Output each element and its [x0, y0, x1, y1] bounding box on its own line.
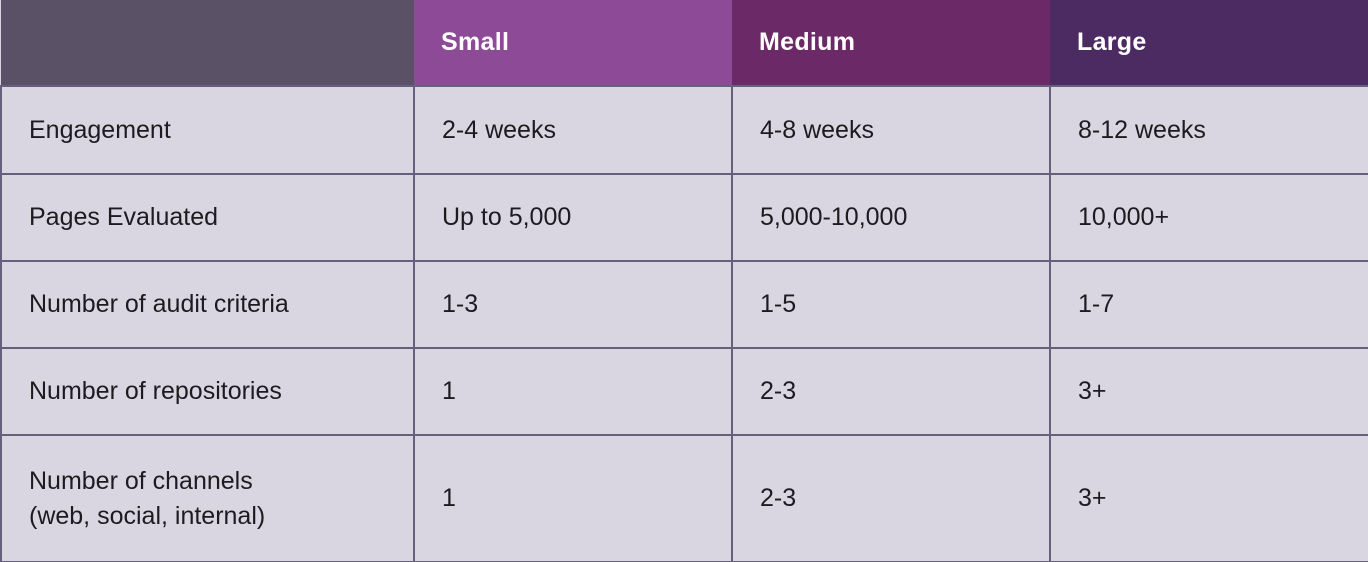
header-cell-large: Large — [1050, 0, 1368, 86]
cell-channels-medium: 2-3 — [731, 434, 1051, 562]
header-cell-medium: Medium — [732, 0, 1050, 86]
table-row-audit-criteria: Number of audit criteria 1-3 1-5 1-7 — [0, 260, 1368, 349]
cell-pages-small: Up to 5,000 — [413, 173, 733, 262]
cell-engagement-medium: 4-8 weeks — [731, 85, 1051, 175]
cell-engagement-small: 2-4 weeks — [413, 85, 733, 175]
row-label-channels: Number of channels (web, social, interna… — [0, 434, 415, 562]
cell-engagement-large: 8-12 weeks — [1049, 85, 1368, 175]
cell-criteria-medium: 1-5 — [731, 260, 1051, 349]
table-row-repositories: Number of repositories 1 2-3 3+ — [0, 347, 1368, 436]
cell-criteria-small: 1-3 — [413, 260, 733, 349]
cell-channels-small: 1 — [413, 434, 733, 562]
table-row-engagement: Engagement 2-4 weeks 4-8 weeks 8-12 week… — [0, 85, 1368, 175]
row-label-repositories: Number of repositories — [0, 347, 415, 436]
header-corner-cell — [1, 0, 414, 86]
cell-criteria-large: 1-7 — [1049, 260, 1368, 349]
cell-repositories-medium: 2-3 — [731, 347, 1051, 436]
cell-repositories-small: 1 — [413, 347, 733, 436]
cell-repositories-large: 3+ — [1049, 347, 1368, 436]
table-row-pages-evaluated: Pages Evaluated Up to 5,000 5,000-10,000… — [0, 173, 1368, 262]
table-row-channels: Number of channels (web, social, interna… — [0, 434, 1368, 562]
cell-pages-medium: 5,000-10,000 — [731, 173, 1051, 262]
header-cell-small: Small — [414, 0, 732, 86]
cell-channels-large: 3+ — [1049, 434, 1368, 562]
row-label-engagement: Engagement — [0, 85, 415, 175]
row-label-audit-criteria: Number of audit criteria — [0, 260, 415, 349]
cell-pages-large: 10,000+ — [1049, 173, 1368, 262]
table-header-row: Small Medium Large — [1, 0, 1368, 86]
row-label-pages-evaluated: Pages Evaluated — [0, 173, 415, 262]
